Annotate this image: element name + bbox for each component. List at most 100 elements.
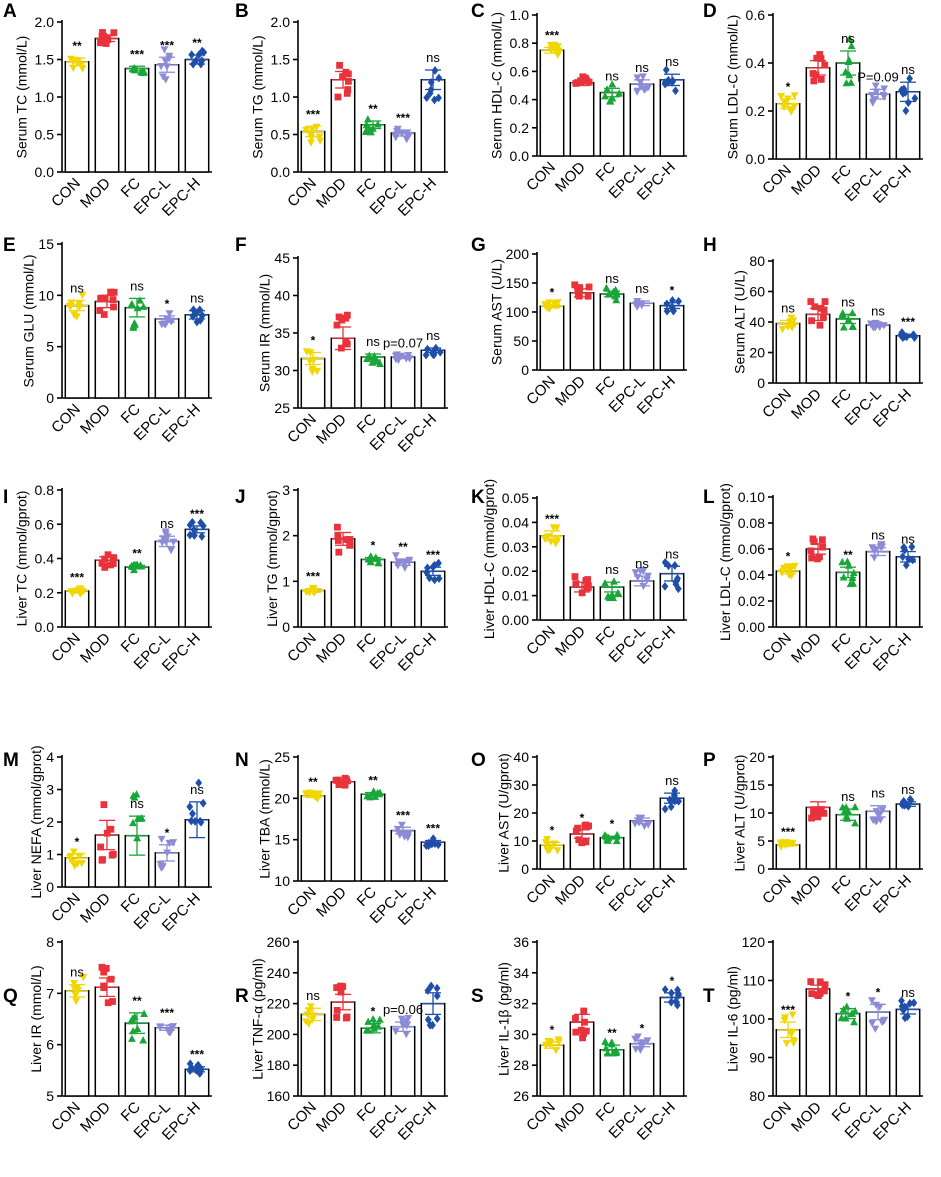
data-point bbox=[633, 74, 642, 82]
data-point bbox=[572, 1014, 579, 1022]
significance-label: ns bbox=[426, 328, 440, 343]
y-tick-label: 6 bbox=[46, 1037, 54, 1053]
significance-label: *** bbox=[190, 507, 204, 521]
data-point bbox=[69, 64, 78, 72]
significance-label: ns bbox=[426, 50, 440, 65]
y-tick-label: 2.0 bbox=[35, 14, 55, 30]
x-tick-label: MOD bbox=[313, 1099, 350, 1136]
data-point bbox=[433, 983, 441, 993]
data-point bbox=[102, 965, 110, 972]
data-point bbox=[788, 1011, 797, 1019]
data-point bbox=[313, 367, 322, 376]
panel-k: K 0.00 0.01 0.02 0.03 0.04 0.05 Liver HDL-C (mm… bbox=[471, 479, 687, 668]
data-point bbox=[307, 139, 315, 147]
data-point bbox=[426, 88, 434, 98]
data-point bbox=[139, 302, 148, 310]
data-point bbox=[868, 1020, 877, 1028]
significance-label: ** bbox=[398, 540, 408, 554]
x-tick-label: CON bbox=[759, 386, 795, 422]
data-point bbox=[129, 818, 137, 827]
data-point bbox=[78, 291, 87, 300]
data-point bbox=[391, 352, 400, 360]
bar-mod bbox=[94, 37, 120, 173]
x-tick-label: CON bbox=[523, 623, 559, 659]
data-point bbox=[128, 1034, 136, 1042]
y-tick-label: 0.2 bbox=[746, 103, 766, 119]
panel-letter: D bbox=[703, 1, 717, 22]
significance-label: *** bbox=[545, 512, 559, 526]
bar-fc bbox=[599, 1049, 625, 1097]
data-point bbox=[662, 65, 670, 75]
significance-label: ns bbox=[901, 532, 915, 547]
y-tick-label: 2 bbox=[282, 528, 290, 544]
bar-con bbox=[64, 590, 90, 628]
data-point bbox=[671, 561, 679, 570]
data-point bbox=[365, 351, 374, 359]
panel-letter: G bbox=[471, 235, 486, 256]
bar-epc-l bbox=[154, 540, 180, 628]
significance-label: * bbox=[786, 550, 791, 564]
x-tick-label: MOD bbox=[552, 872, 589, 909]
data-point bbox=[335, 548, 343, 556]
y-tick-label: 0.6 bbox=[510, 63, 530, 79]
significance-label: ns bbox=[130, 796, 144, 811]
data-point bbox=[868, 997, 876, 1005]
data-point bbox=[101, 563, 109, 571]
data-point bbox=[333, 1014, 341, 1021]
data-point bbox=[661, 581, 669, 591]
data-point bbox=[608, 80, 617, 88]
bar-epc-l bbox=[865, 93, 891, 160]
data-point bbox=[158, 862, 167, 870]
data-point bbox=[661, 985, 669, 994]
y-tick-label: 20 bbox=[513, 805, 529, 821]
data-point bbox=[870, 96, 879, 104]
data-point bbox=[130, 320, 139, 328]
bar-fc bbox=[124, 67, 150, 173]
significance-label: *** bbox=[396, 808, 410, 822]
panel-letter: P bbox=[703, 750, 716, 771]
significance-label: * bbox=[550, 1023, 555, 1037]
data-point bbox=[581, 74, 589, 82]
bar-epc-h bbox=[659, 996, 685, 1097]
data-point bbox=[816, 51, 824, 58]
data-point bbox=[848, 308, 857, 317]
significance-label: ns bbox=[901, 62, 915, 77]
data-point bbox=[778, 325, 787, 334]
data-point bbox=[70, 311, 79, 319]
y-tick-label: 32 bbox=[513, 996, 529, 1012]
data-point bbox=[578, 589, 586, 597]
significance-label: *** bbox=[781, 825, 795, 839]
data-point bbox=[110, 303, 117, 311]
y-tick-label: 40 bbox=[749, 314, 765, 330]
data-point bbox=[612, 295, 621, 304]
x-tick-label: CON bbox=[523, 373, 559, 409]
y-axis-label: Liver IL-6 (pg/ml) bbox=[724, 966, 740, 1072]
significance-label: *** bbox=[396, 111, 410, 125]
x-tick-label: MOD bbox=[313, 630, 350, 667]
significance-label: * bbox=[670, 284, 675, 298]
panel-letter: H bbox=[703, 235, 717, 256]
data-point bbox=[633, 88, 642, 96]
data-point bbox=[130, 793, 139, 801]
data-point bbox=[333, 984, 341, 992]
significance-label: * bbox=[580, 811, 585, 825]
data-point bbox=[545, 299, 554, 307]
data-point bbox=[582, 577, 590, 584]
data-point bbox=[605, 593, 614, 601]
y-tick-label: 15 bbox=[38, 236, 54, 252]
y-tick-label: 35 bbox=[274, 325, 290, 341]
y-tick-label: 0 bbox=[46, 879, 54, 895]
bar-epc-h bbox=[895, 1008, 921, 1097]
data-point bbox=[435, 93, 442, 103]
significance-label: * bbox=[846, 990, 851, 1004]
bar-epc-l bbox=[390, 1025, 416, 1097]
y-tick-label: 0.5 bbox=[35, 127, 55, 143]
y-tick-label: 3 bbox=[282, 482, 290, 498]
panel-letter: A bbox=[3, 1, 17, 22]
y-tick-label: 8 bbox=[46, 934, 54, 950]
data-point bbox=[136, 814, 145, 822]
bar-epc-h bbox=[184, 314, 210, 399]
data-point bbox=[634, 1033, 642, 1041]
y-tick-label: 0.08 bbox=[738, 515, 765, 531]
